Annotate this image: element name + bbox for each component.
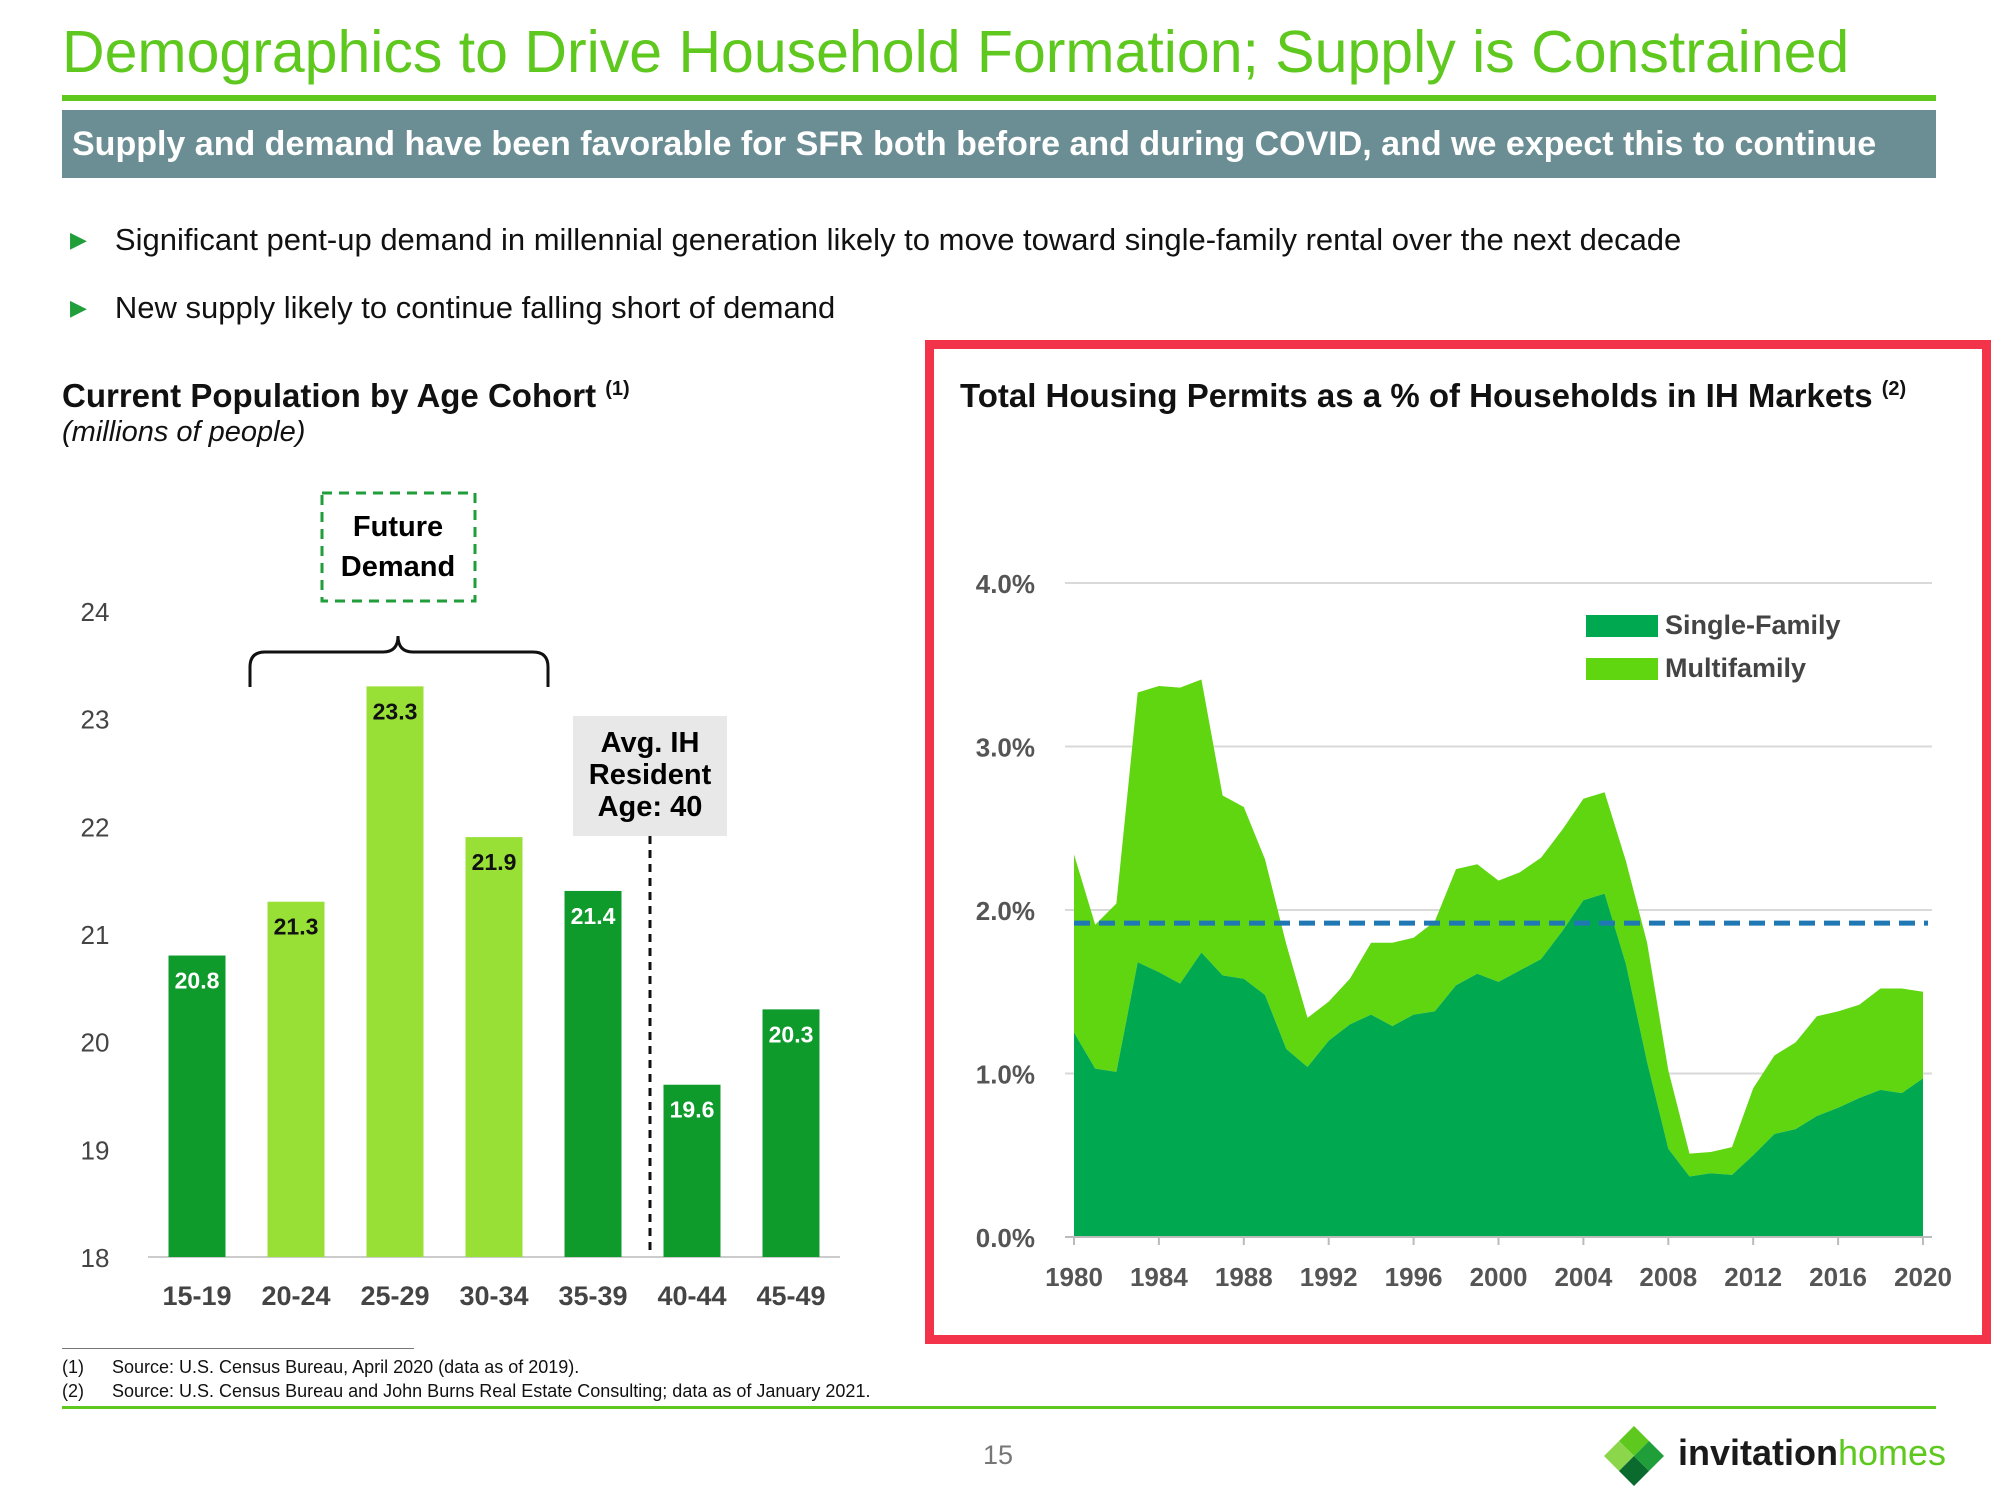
bar-value-label: 21.4 xyxy=(571,903,616,929)
x-tick-label: 1988 xyxy=(1215,1262,1273,1292)
logo-text-homes: homes xyxy=(1838,1432,1947,1473)
future-demand-line2: Demand xyxy=(341,551,455,583)
legend-single-family-swatch xyxy=(1586,615,1658,637)
x-tick-label: 2012 xyxy=(1724,1262,1782,1292)
bar-value-label: 20.3 xyxy=(769,1021,814,1047)
right-chart-footnote-ref: (2) xyxy=(1881,378,1907,400)
multifamily-area xyxy=(1074,679,1923,1177)
footnote-1: (1) Source: U.S. Census Bureau, April 202… xyxy=(62,1357,579,1378)
x-tick-label: 1996 xyxy=(1385,1262,1443,1292)
y-tick-label: 4.0% xyxy=(976,569,1035,599)
y-tick-label: 21 xyxy=(81,920,110,950)
footnote-text: Source: U.S. Census Bureau, April 2020 (… xyxy=(112,1357,580,1377)
y-tick-label: 1.0% xyxy=(976,1060,1035,1090)
x-tick-label: 2020 xyxy=(1894,1262,1952,1292)
bar-value-label: 21.9 xyxy=(472,849,517,875)
y-tick-label: 23 xyxy=(81,705,110,735)
bullet-text: Significant pent-up demand in millennial… xyxy=(114,222,1682,257)
x-tick-label: 2004 xyxy=(1554,1262,1612,1292)
right-chart-title: Total Housing Permits as a % of Househol… xyxy=(960,377,1906,415)
legend-single-family-label: Single-Family xyxy=(1665,610,1841,640)
x-tick-label: 45-49 xyxy=(756,1281,825,1311)
footnote-number: (2) xyxy=(62,1381,84,1401)
left-chart-subtitle: (millions of people) xyxy=(62,416,306,448)
bar-value-label: 20.8 xyxy=(175,968,220,994)
bar-value-label: 23.3 xyxy=(373,698,418,724)
bar-40-44 xyxy=(663,1084,721,1257)
x-tick-label: 2000 xyxy=(1470,1262,1528,1292)
y-tick-label: 19 xyxy=(81,1135,110,1165)
bar-20-24 xyxy=(267,901,325,1257)
bar-15-19 xyxy=(168,955,226,1257)
bar-value-label: 19.6 xyxy=(670,1097,715,1123)
x-tick-label: 25-29 xyxy=(360,1281,429,1311)
bottom-rule xyxy=(62,1406,1936,1409)
future-demand-box xyxy=(320,491,477,603)
logo-diamond-icon xyxy=(1604,1426,1664,1486)
right-chart-title-text: Total Housing Permits as a % of Househol… xyxy=(960,377,1873,414)
legend-multifamily-label: Multifamily xyxy=(1665,653,1806,683)
footnote-2: (2) Source: U.S. Census Bureau and John B… xyxy=(62,1381,870,1402)
bullet-triangle-icon: ▶ xyxy=(70,227,87,252)
y-tick-label: 18 xyxy=(81,1243,110,1273)
bar-45-49 xyxy=(762,1009,820,1257)
y-tick-label: 22 xyxy=(81,812,110,842)
housing-permits-area-chart: 0.0% 1.0% 2.0% 3.0% 4.0% 1980 1984 1988 1992 199… xyxy=(976,569,1952,1292)
footnote-number: (1) xyxy=(62,1357,84,1377)
bar-value-label: 21.3 xyxy=(274,914,319,940)
page-title: Demographics to Drive Household Formatio… xyxy=(62,19,1850,85)
page-number: 15 xyxy=(983,1440,1014,1470)
avg-age-line2: Resident xyxy=(589,759,712,791)
y-tick-label: 0.0% xyxy=(976,1223,1035,1253)
x-tick-label: 1984 xyxy=(1130,1262,1188,1292)
logo-text-invitation: invitation xyxy=(1678,1432,1838,1473)
x-tick-label: 35-39 xyxy=(558,1281,627,1311)
y-tick-label: 20 xyxy=(81,1028,110,1058)
left-chart-title: Current Population by Age Cohort (1) xyxy=(62,377,630,415)
x-tick-label: 2008 xyxy=(1639,1262,1697,1292)
y-tick-label: 3.0% xyxy=(976,733,1035,763)
bullet-text: New supply likely to continue falling sh… xyxy=(114,290,836,325)
title-underline xyxy=(62,95,1936,101)
footnote-text: Source: U.S. Census Bureau and John Burn… xyxy=(112,1381,871,1401)
y-tick-label: 24 xyxy=(81,597,110,627)
single-family-area xyxy=(1074,893,1923,1237)
y-tick-label: 2.0% xyxy=(976,896,1035,926)
bar-30-34 xyxy=(465,837,523,1257)
x-tick-label: 1980 xyxy=(1045,1262,1103,1292)
bullet-item: ▶ New supply likely to continue falling s… xyxy=(70,290,835,326)
x-tick-label: 15-19 xyxy=(162,1281,231,1311)
x-tick-label: 1992 xyxy=(1300,1262,1358,1292)
highlight-box xyxy=(925,340,1991,1344)
future-demand-line1: Future xyxy=(353,511,443,543)
left-chart-footnote-ref: (1) xyxy=(605,378,630,400)
x-tick-label: 2016 xyxy=(1809,1262,1867,1292)
bullet-triangle-icon: ▶ xyxy=(70,295,87,320)
bar-35-39 xyxy=(564,890,622,1257)
avg-age-line1: Avg. IH xyxy=(601,727,700,759)
x-tick-label: 40-44 xyxy=(657,1281,726,1311)
avg-resident-age-box xyxy=(573,716,727,836)
future-demand-brace xyxy=(248,635,550,687)
population-bar-chart: Future Demand Avg. IH Resident Age: 40 1… xyxy=(81,491,840,1311)
bullet-item: ▶ Significant pent-up demand in millennia… xyxy=(70,222,1681,258)
subtitle-banner: Supply and demand have been favorable fo… xyxy=(62,110,1936,178)
footnote-divider xyxy=(62,1348,414,1349)
avg-age-line3: Age: 40 xyxy=(598,791,703,823)
subtitle-text: Supply and demand have been favorable fo… xyxy=(72,124,1877,163)
left-chart-title-text: Current Population by Age Cohort xyxy=(62,377,597,414)
bar-25-29 xyxy=(366,686,424,1257)
legend-multifamily-swatch xyxy=(1586,658,1658,680)
x-tick-label: 30-34 xyxy=(459,1281,528,1311)
invitation-homes-logo: invitationhomes xyxy=(1598,1420,1946,1490)
x-tick-label: 20-24 xyxy=(261,1281,330,1311)
